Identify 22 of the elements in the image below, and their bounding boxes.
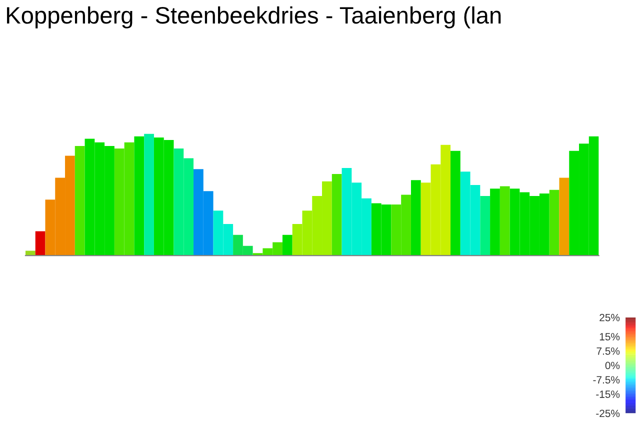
color-bar-label: 25% (600, 314, 620, 322)
bar (282, 234, 292, 256)
chart-title: Koppenberg - Steenbeekdries - Taaienberg (lan (7, 6, 501, 28)
bar (332, 174, 342, 256)
color-bar-label: -25% (596, 410, 620, 418)
bar (490, 188, 500, 256)
bar (410, 180, 421, 256)
bar (500, 186, 510, 256)
bar (549, 190, 560, 256)
color-bar-label: 15% (600, 333, 620, 340)
bar (559, 178, 570, 256)
bar (35, 231, 46, 256)
color-bar-label: 7.5% (596, 347, 620, 355)
bar (134, 136, 144, 256)
bar (450, 150, 460, 256)
bar (74, 146, 85, 256)
color-bar-label: -7.5% (593, 376, 620, 384)
color-bar-label: -15% (596, 390, 620, 398)
color-bar-label: 0% (605, 362, 620, 370)
bar (144, 134, 154, 256)
bar (25, 250, 36, 256)
bar (480, 196, 490, 256)
